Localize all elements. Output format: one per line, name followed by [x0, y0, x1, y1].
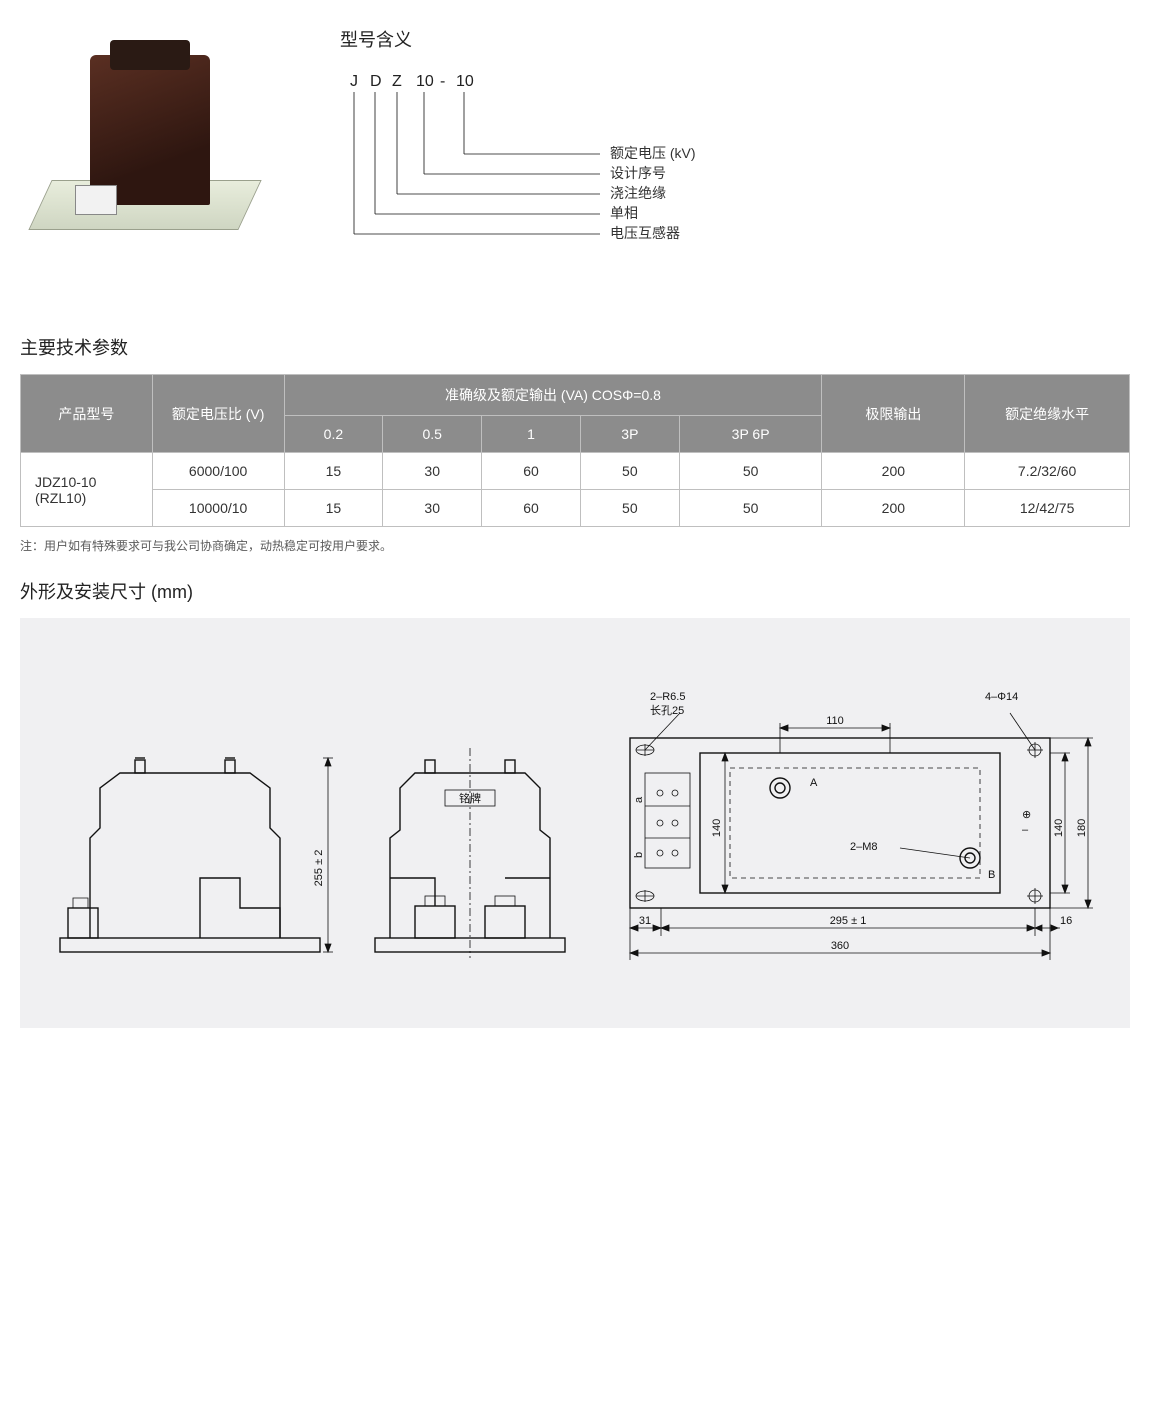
svg-text:255 ± 2: 255 ± 2 — [313, 850, 325, 887]
polarity-mark: ⊕ — [1022, 809, 1031, 821]
svg-text:140: 140 — [1053, 819, 1065, 837]
svg-text:设计序号: 设计序号 — [610, 165, 666, 181]
svg-text:16: 16 — [1060, 915, 1072, 927]
model-meaning-diagram: J D Z 10 - 10 — [340, 64, 860, 274]
svg-text:铭牌: 铭牌 — [459, 791, 481, 805]
svg-text:–: – — [1022, 824, 1029, 836]
svg-text:110: 110 — [826, 715, 844, 727]
svg-text:180: 180 — [1076, 819, 1088, 837]
col-limit: 极限输出 — [822, 375, 965, 453]
drawing-top: A B a b 2–R6.5 长孔25 4–Φ14 110 — [590, 678, 1110, 978]
top-row: 型号含义 J D Z 10 - 10 — [20, 20, 1130, 274]
svg-text:额定电压 (kV): 额定电压 (kV) — [610, 145, 696, 161]
spec-note: 注：用户如有特殊要求可与我公司协商确定，动热稳定可按用户要求。 — [20, 537, 1130, 554]
model-meaning-title: 型号含义 — [340, 26, 1130, 52]
svg-text:295 ± 1: 295 ± 1 — [830, 915, 867, 927]
svg-text:2–M8: 2–M8 — [850, 841, 878, 853]
svg-text:b: b — [633, 852, 645, 858]
table-row: 10000/10 15 30 60 50 50 200 12/42/75 — [21, 490, 1130, 527]
col-acc-group: 准确级及额定输出 (VA) COSΦ=0.8 — [284, 375, 822, 416]
svg-text:140: 140 — [711, 819, 723, 837]
svg-text:电压互感器: 电压互感器 — [610, 225, 680, 241]
svg-text:单相: 单相 — [610, 205, 638, 221]
drawing-side: 铭牌 — [355, 718, 585, 978]
col-model: 产品型号 — [21, 375, 153, 453]
svg-text:-: - — [440, 73, 445, 90]
col-insul: 额定绝缘水平 — [965, 375, 1130, 453]
model-meaning: 型号含义 J D Z 10 - 10 — [340, 20, 1130, 274]
svg-text:D: D — [370, 73, 382, 90]
svg-text:B: B — [988, 869, 995, 881]
col-ratio: 额定电压比 (V) — [152, 375, 284, 453]
drawing-front: 255 ± 2 — [40, 718, 350, 978]
svg-text:a: a — [633, 796, 645, 803]
svg-text:2–R6.5: 2–R6.5 — [650, 691, 685, 703]
spec-title: 主要技术参数 — [20, 334, 1130, 360]
svg-text:J: J — [350, 73, 358, 90]
svg-text:31: 31 — [639, 915, 651, 927]
svg-text:360: 360 — [831, 940, 849, 952]
product-photo — [20, 20, 280, 260]
drawing-panel: 255 ± 2 铭牌 — [20, 618, 1130, 1028]
svg-text:A: A — [810, 777, 818, 789]
svg-text:Z: Z — [392, 73, 402, 90]
table-row: JDZ10-10 (RZL10) 6000/100 15 30 60 50 50… — [21, 453, 1130, 490]
svg-text:10: 10 — [456, 73, 474, 90]
dims-title: 外形及安装尺寸 (mm) — [20, 578, 1130, 604]
svg-text:4–Φ14: 4–Φ14 — [985, 691, 1018, 703]
cell-model: JDZ10-10 (RZL10) — [21, 453, 153, 527]
svg-text:10: 10 — [416, 73, 434, 90]
spec-table: 产品型号 额定电压比 (V) 准确级及额定输出 (VA) COSΦ=0.8 极限… — [20, 374, 1130, 527]
svg-text:长孔25: 长孔25 — [650, 704, 684, 717]
svg-text:浇注绝缘: 浇注绝缘 — [610, 185, 666, 201]
